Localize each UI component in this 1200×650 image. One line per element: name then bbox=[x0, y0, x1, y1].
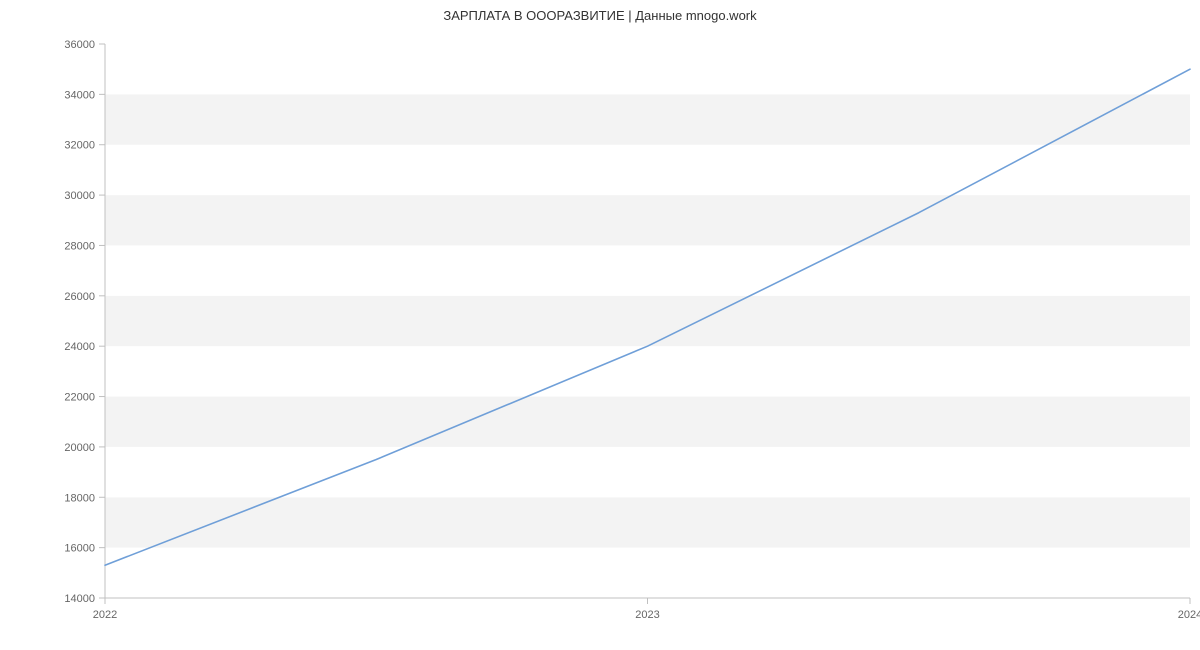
plot-band bbox=[105, 44, 1190, 94]
y-tick-label: 34000 bbox=[64, 89, 95, 101]
plot-band bbox=[105, 195, 1190, 245]
y-tick-label: 36000 bbox=[64, 39, 95, 51]
x-tick-label: 2024 bbox=[1178, 609, 1200, 621]
plot-band bbox=[105, 245, 1190, 295]
y-tick-label: 20000 bbox=[64, 442, 95, 454]
y-tick-label: 30000 bbox=[64, 190, 95, 202]
plot-band bbox=[105, 346, 1190, 396]
salary-chart: ЗАРПЛАТА В ОООРАЗВИТИЕ | Данные mnogo.wo… bbox=[0, 0, 1200, 650]
plot-band bbox=[105, 447, 1190, 497]
plot-band bbox=[105, 548, 1190, 598]
plot-band bbox=[105, 397, 1190, 447]
y-tick-label: 24000 bbox=[64, 341, 95, 353]
x-tick-label: 2022 bbox=[93, 609, 117, 621]
y-tick-label: 28000 bbox=[64, 240, 95, 252]
chart-title: ЗАРПЛАТА В ОООРАЗВИТИЕ | Данные mnogo.wo… bbox=[0, 8, 1200, 23]
plot-band bbox=[105, 94, 1190, 144]
plot-band bbox=[105, 497, 1190, 547]
chart-svg: 14000 16000 18000 20000 22000 24000 26000 28000… bbox=[0, 0, 1200, 650]
plot-band bbox=[105, 296, 1190, 346]
y-tick-label: 14000 bbox=[64, 593, 95, 605]
y-tick-label: 26000 bbox=[64, 291, 95, 303]
y-tick-label: 18000 bbox=[64, 492, 95, 504]
y-tick-label: 22000 bbox=[64, 392, 95, 404]
x-tick-label: 2023 bbox=[635, 609, 659, 621]
y-tick-label: 16000 bbox=[64, 543, 95, 555]
y-tick-label: 32000 bbox=[64, 140, 95, 152]
plot-band bbox=[105, 145, 1190, 195]
